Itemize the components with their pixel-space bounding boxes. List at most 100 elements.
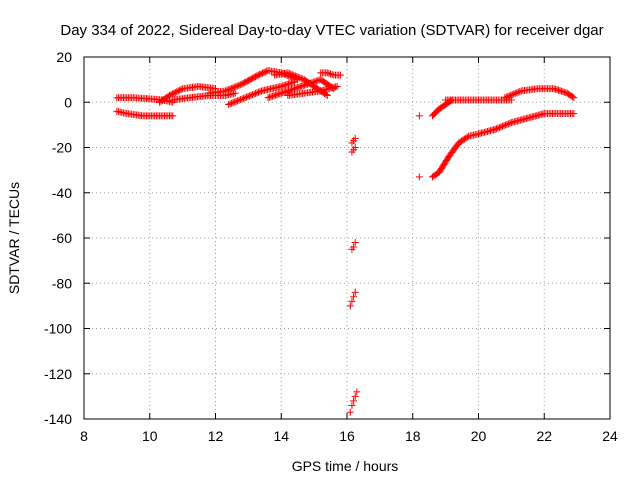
- data-point: [507, 96, 515, 104]
- data-point: [290, 85, 298, 93]
- x-tick-label: 22: [536, 428, 552, 444]
- data-point: [286, 86, 294, 94]
- data-point: [234, 97, 242, 105]
- data-point: [279, 89, 287, 97]
- y-tick-label: 20: [56, 49, 72, 65]
- data-point: [279, 82, 287, 90]
- data-point: [225, 101, 233, 109]
- data-point: [505, 92, 513, 100]
- data-point: [295, 83, 303, 91]
- y-tick-label: 0: [64, 94, 72, 110]
- y-tick-label: -100: [44, 321, 72, 337]
- data-point: [277, 82, 285, 90]
- data-point: [174, 87, 182, 95]
- x-tick-label: 16: [339, 428, 355, 444]
- x-tick-label: 10: [142, 428, 158, 444]
- y-tick-label: -60: [52, 230, 72, 246]
- data-point: [176, 86, 184, 94]
- data-point: [285, 87, 293, 95]
- data-point: [560, 88, 568, 96]
- data-point: [171, 88, 179, 96]
- data-point: [266, 93, 274, 101]
- data-point: [569, 93, 577, 101]
- x-axis-label: GPS time / hours: [292, 458, 399, 474]
- data-point: [294, 73, 302, 81]
- data-point: [264, 94, 272, 102]
- x-tick-label: 20: [471, 428, 487, 444]
- data-point: [292, 84, 300, 92]
- data-point: [255, 88, 263, 96]
- data-point: [351, 392, 359, 400]
- data-point: [511, 89, 519, 97]
- data-point: [287, 79, 295, 87]
- data-point: [506, 119, 514, 127]
- data-point: [514, 88, 522, 96]
- data-point: [226, 100, 234, 108]
- data-point: [223, 86, 231, 94]
- data-point: [491, 125, 499, 133]
- x-tick-label: 8: [80, 428, 88, 444]
- data-point: [513, 89, 521, 97]
- data-point: [415, 112, 423, 120]
- y-tick-label: -40: [52, 185, 72, 201]
- data-point: [173, 88, 181, 96]
- data-point: [516, 88, 524, 96]
- data-point: [322, 90, 330, 98]
- data-point: [164, 92, 172, 100]
- y-tick-label: -140: [44, 411, 72, 427]
- data-point: [221, 87, 229, 95]
- data-point: [235, 81, 243, 89]
- data-point: [507, 91, 515, 99]
- data-point: [553, 86, 561, 94]
- data-point: [167, 91, 175, 99]
- data-point: [351, 288, 359, 296]
- data-point: [247, 91, 255, 99]
- data-point: [224, 86, 232, 94]
- data-point: [233, 82, 241, 90]
- y-tick-label: -20: [52, 140, 72, 156]
- data-point: [280, 81, 288, 89]
- data-point: [570, 110, 578, 118]
- y-axis-label: SDTVAR / TECUs: [6, 182, 22, 294]
- data-point: [297, 74, 305, 82]
- data-point: [350, 397, 358, 405]
- data-point: [273, 91, 281, 99]
- chart-title: Day 334 of 2022, Sidereal Day-to-day VTE…: [60, 22, 603, 39]
- data-point: [327, 70, 335, 78]
- data-point: [498, 122, 506, 130]
- data-point: [170, 89, 178, 97]
- data-point: [492, 125, 500, 133]
- data-point: [244, 92, 252, 100]
- data-points: [113, 67, 578, 416]
- data-point: [241, 94, 249, 102]
- data-point: [290, 71, 298, 79]
- data-point: [168, 90, 176, 98]
- data-point: [501, 94, 509, 102]
- data-point: [497, 123, 505, 131]
- x-tick-label: 14: [273, 428, 289, 444]
- data-point: [312, 77, 320, 85]
- data-point: [559, 88, 567, 96]
- data-point: [274, 90, 282, 98]
- data-point: [267, 93, 275, 101]
- data-point: [268, 92, 276, 100]
- data-point: [348, 297, 356, 305]
- data-point: [238, 95, 246, 103]
- data-point: [351, 239, 359, 247]
- data-point: [351, 144, 359, 151]
- data-point: [165, 91, 173, 99]
- data-point: [557, 87, 565, 95]
- data-point: [494, 124, 502, 132]
- data-point: [556, 87, 564, 95]
- plot-frame: [83, 56, 611, 420]
- data-point: [323, 91, 331, 99]
- axis-ticks: 8 10 12 14 16 18 20 22 24 20 0 -20 -40 -60 -80 -100 -120…: [44, 49, 618, 444]
- data-point: [284, 69, 292, 77]
- data-point: [552, 85, 560, 93]
- data-point: [296, 74, 304, 82]
- data-point: [276, 90, 284, 98]
- data-point: [288, 71, 296, 79]
- y-tick-label: -80: [52, 275, 72, 291]
- data-point: [333, 82, 341, 90]
- x-tick-label: 12: [208, 428, 224, 444]
